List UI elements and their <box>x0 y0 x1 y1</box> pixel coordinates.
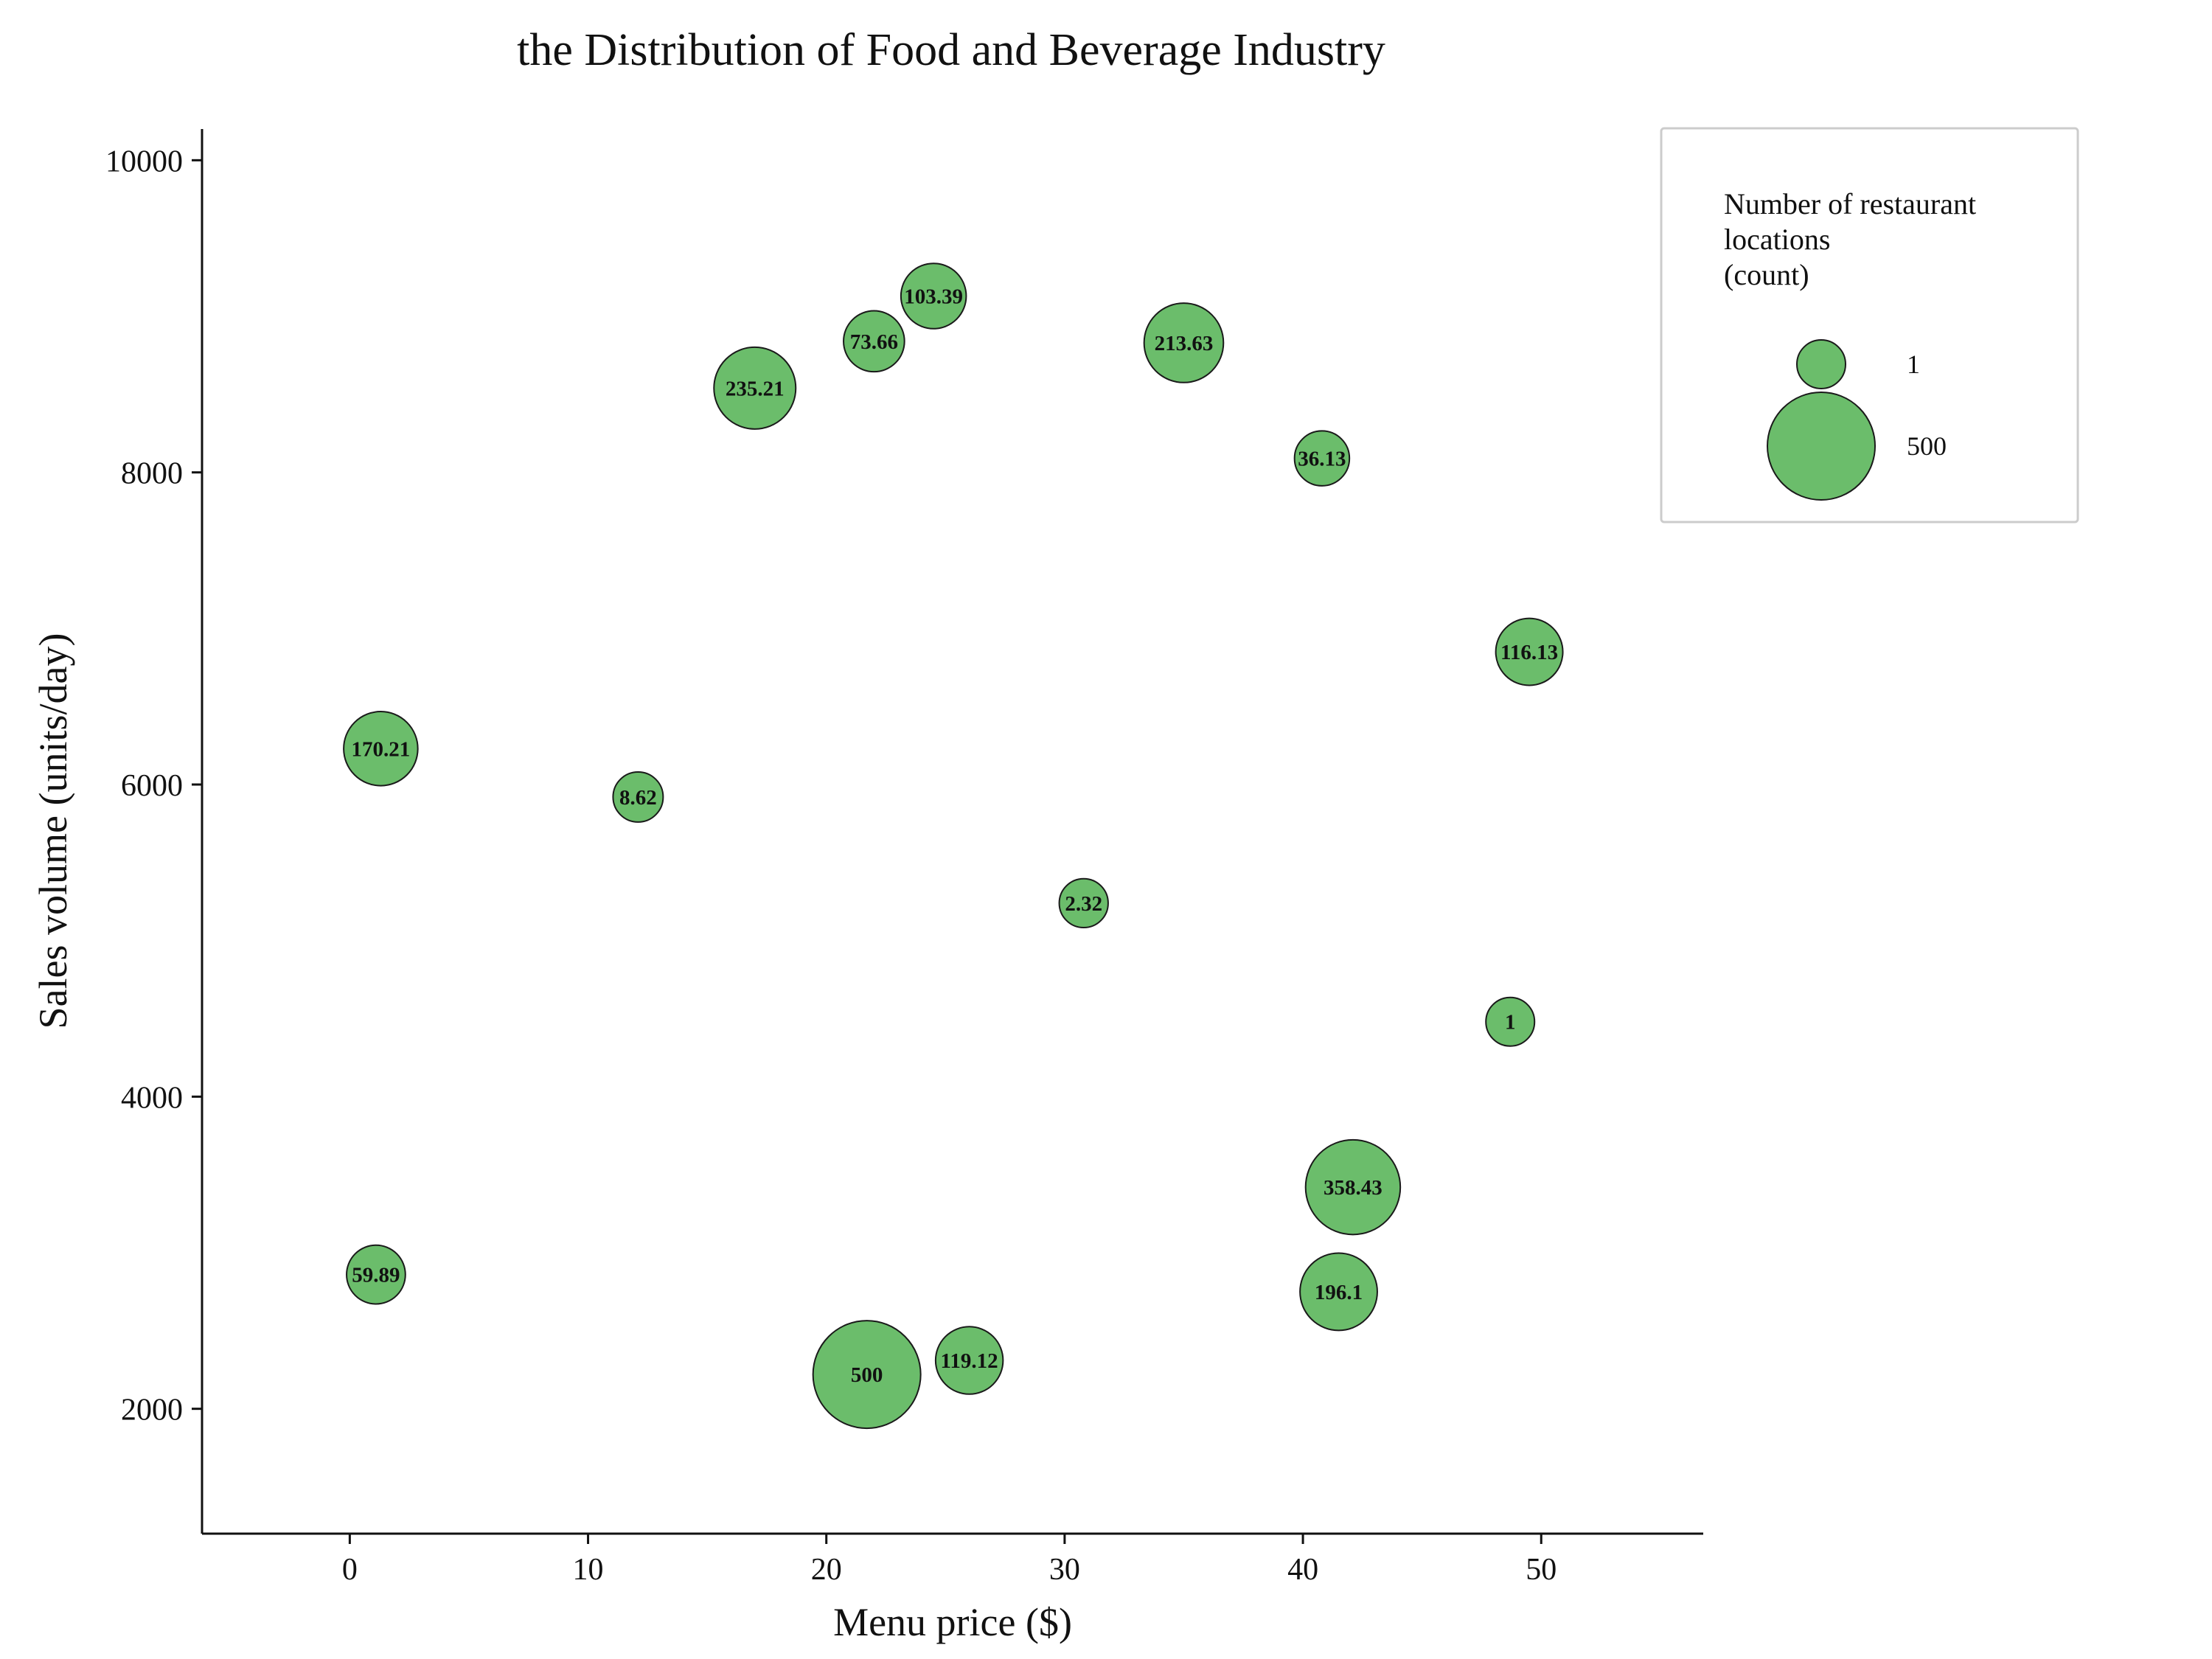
y-tick-label: 4000 <box>121 1081 183 1115</box>
x-tick-label: 50 <box>1526 1553 1557 1587</box>
legend-box <box>1660 127 2079 524</box>
bubble <box>843 310 905 373</box>
y-tick-label: 10000 <box>105 145 183 178</box>
x-tick-label: 30 <box>1049 1553 1080 1587</box>
bubble <box>1143 302 1225 383</box>
bubble <box>1304 1138 1402 1236</box>
bubble <box>346 1244 406 1305</box>
legend: Number of restaurant locations (count) 1… <box>1660 127 2079 524</box>
x-ticks: 0 10 20 30 40 50 <box>342 1534 1557 1587</box>
legend-title-line-1: Number of restaurant <box>1724 187 1976 220</box>
bubble-label: 500 <box>851 1363 883 1387</box>
bubble-label: 358.43 <box>1324 1176 1382 1200</box>
axes <box>201 129 1703 1535</box>
bubble-label: 59.89 <box>352 1264 400 1287</box>
legend-title-line-3: (count) <box>1724 258 1809 291</box>
bubble-label: 119.12 <box>941 1349 998 1373</box>
bubble-label: 235.21 <box>726 377 785 400</box>
y-axis-label: Sales volume (units/day) <box>31 633 75 1029</box>
chart-title: the Distribution of Food and Beverage In… <box>517 25 1385 75</box>
legend-entry-label: 1 <box>1907 349 1920 379</box>
bubble-label: 103.39 <box>904 285 963 308</box>
bubble-label: 73.66 <box>850 330 898 354</box>
y-tick-label: 6000 <box>121 769 183 803</box>
bubble <box>900 262 967 330</box>
y-tick-label: 2000 <box>121 1394 183 1427</box>
bubble <box>812 1320 922 1430</box>
legend-entry-label: 500 <box>1907 431 1947 461</box>
x-axis-label: Menu price ($) <box>833 1600 1072 1644</box>
bubbles: 170.21 8.62 59.89 235.21 73.66 103.39 213.63 36… <box>343 262 1564 1430</box>
bubble-label: 213.63 <box>1155 332 1214 355</box>
legend-bubble <box>1796 339 1846 389</box>
legend-title-line-2: locations <box>1724 223 1830 256</box>
bubble <box>1299 1252 1378 1332</box>
bubble <box>934 1326 1004 1395</box>
bubble-label: 1 <box>1505 1011 1516 1034</box>
bubble-label: 8.62 <box>619 786 657 810</box>
x-tick-label: 40 <box>1287 1553 1318 1587</box>
bubble <box>1293 430 1351 487</box>
bubble-label: 116.13 <box>1500 641 1558 664</box>
bubble <box>1485 996 1536 1047</box>
legend-bubble <box>1767 392 1876 501</box>
bubble-label: 196.1 <box>1315 1281 1363 1304</box>
y-ticks: 2000 4000 6000 8000 10000 <box>105 145 202 1427</box>
bubble <box>343 711 419 787</box>
bubble-label: 36.13 <box>1298 448 1346 471</box>
bubble <box>1495 617 1564 686</box>
x-tick-label: 10 <box>573 1553 604 1587</box>
bubble <box>713 346 797 430</box>
y-tick-label: 8000 <box>121 457 183 491</box>
x-tick-label: 0 <box>342 1553 358 1587</box>
bubble <box>612 771 664 823</box>
x-tick-label: 20 <box>811 1553 842 1587</box>
bubble-label: 2.32 <box>1065 892 1102 916</box>
bubble <box>1058 877 1109 929</box>
bubble-label: 170.21 <box>352 737 411 761</box>
